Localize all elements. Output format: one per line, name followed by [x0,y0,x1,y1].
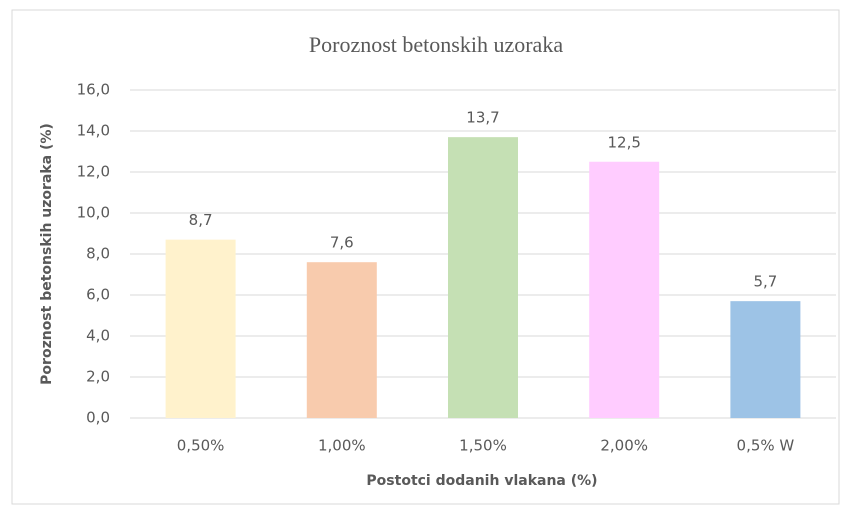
data-label: 5,7 [753,273,777,291]
x-tick-label: 0,5% W [737,437,795,455]
bar [165,239,236,418]
data-label: 7,6 [330,234,354,252]
bar [589,161,660,418]
y-tick-label: 8,0 [86,245,110,263]
y-tick-label: 16,0 [77,81,110,99]
data-label: 8,7 [189,211,213,229]
chart-title: Poroznost betonskih uzoraka [309,32,563,57]
y-tick-label: 2,0 [86,368,110,386]
y-tick-label: 10,0 [77,204,110,222]
bar [730,301,801,418]
y-tick-label: 12,0 [77,163,110,181]
chart-border [11,9,840,505]
data-label: 12,5 [607,133,640,151]
y-tick-label: 4,0 [86,327,110,345]
y-axis-label: Poroznost betonskih uzoraka (%) [39,123,55,385]
bar [306,262,377,418]
data-label: 13,7 [466,109,499,127]
x-tick-label: 1,00% [318,437,366,455]
y-tick-label: 14,0 [77,122,110,140]
x-tick-label: 0,50% [177,437,225,455]
x-tick-label: 1,50% [459,437,507,455]
x-axis-label: Postotci dodanih vlakana (%) [366,473,597,489]
y-tick-label: 6,0 [86,286,110,304]
bar [448,137,518,418]
y-tick-label: 0,0 [86,409,110,427]
x-tick-label: 2,00% [600,437,648,455]
